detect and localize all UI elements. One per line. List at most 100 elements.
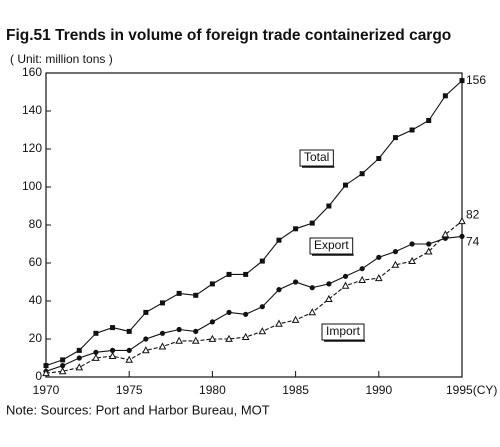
- data-point: [259, 258, 265, 264]
- x-tick-label: 1990: [365, 383, 392, 397]
- data-point: [225, 334, 233, 342]
- y-tick-label: 20: [29, 331, 43, 345]
- data-point: [209, 281, 215, 287]
- data-point: [176, 290, 182, 296]
- data-point: [58, 367, 67, 375]
- data-point: [358, 275, 366, 283]
- data-point: [60, 357, 66, 363]
- data-point: [326, 281, 332, 287]
- data-point: [158, 342, 167, 350]
- data-point: [343, 182, 349, 188]
- data-point: [175, 336, 183, 344]
- data-point: [193, 328, 199, 334]
- data-point: [459, 78, 465, 84]
- series-label: Export: [314, 238, 349, 252]
- data-point: [325, 294, 333, 302]
- data-point: [176, 326, 182, 333]
- y-tick-label: 100: [22, 179, 42, 193]
- data-point: [258, 327, 267, 335]
- series-line: [45, 80, 463, 367]
- data-point: [426, 241, 432, 247]
- data-point: [76, 355, 82, 361]
- data-point: [276, 287, 282, 293]
- data-point: [374, 273, 383, 282]
- data-point: [359, 266, 365, 272]
- y-tick-label: 120: [22, 141, 42, 155]
- unit-label: ( Unit: million tons ): [10, 52, 113, 66]
- data-point: [392, 135, 398, 141]
- data-point: [326, 203, 332, 209]
- data-point: [142, 346, 150, 354]
- data-point: [408, 256, 416, 264]
- data-point: [209, 319, 215, 325]
- data-point: [159, 300, 165, 306]
- end-value-label: 82: [466, 207, 480, 221]
- data-point: [392, 249, 399, 255]
- series-label-box: [321, 323, 365, 341]
- data-point: [76, 347, 82, 353]
- data-point: [359, 171, 365, 177]
- y-tick-label: 0: [35, 369, 42, 383]
- x-tick-label: 1970: [33, 383, 60, 397]
- data-point: [226, 309, 232, 315]
- x-tick-label: 1985: [282, 383, 309, 397]
- data-point: [309, 285, 315, 291]
- data-point: [143, 336, 149, 342]
- plot-frame: [45, 72, 463, 378]
- data-point: [143, 309, 149, 315]
- data-point: [75, 363, 84, 371]
- data-point: [159, 330, 166, 336]
- data-point: [424, 247, 433, 255]
- data-point: [376, 254, 382, 260]
- data-point: [458, 216, 466, 225]
- data-point: [409, 241, 415, 247]
- data-point: [426, 118, 432, 123]
- data-point: [191, 336, 200, 344]
- data-point: [125, 355, 134, 363]
- y-tick-label: 60: [29, 255, 43, 269]
- series-label-box: [299, 149, 334, 167]
- data-point: [93, 330, 99, 336]
- y-tick-label: 140: [22, 103, 42, 117]
- data-point: [291, 315, 300, 323]
- data-point: [243, 271, 249, 277]
- data-point: [93, 349, 99, 355]
- data-point: [442, 93, 448, 99]
- data-point: [109, 347, 116, 353]
- data-point: [276, 237, 282, 243]
- series-label: Import: [326, 324, 361, 338]
- x-tick-label: 1980: [199, 383, 226, 397]
- data-point: [226, 271, 232, 277]
- data-point: [60, 363, 66, 369]
- data-point: [293, 226, 299, 232]
- data-point: [110, 325, 116, 331]
- data-point: [208, 334, 217, 342]
- series-label: Total: [304, 150, 329, 164]
- data-point: [126, 328, 132, 334]
- data-point: [275, 319, 283, 327]
- series-label-box: [309, 237, 354, 255]
- data-point: [243, 311, 249, 317]
- x-tick-label: 1975: [116, 383, 143, 397]
- data-point: [92, 353, 100, 361]
- data-point: [259, 304, 265, 310]
- end-value-label: 74: [466, 235, 480, 249]
- data-point: [241, 332, 250, 340]
- data-point: [459, 233, 465, 239]
- chart-title: Fig.51 Trends in volume of foreign trade…: [6, 27, 451, 44]
- data-point: [293, 279, 299, 285]
- end-value-label: 156: [466, 73, 486, 87]
- series-line: [45, 235, 463, 372]
- data-point: [409, 127, 415, 133]
- data-point: [309, 220, 315, 226]
- y-tick-label: 160: [22, 65, 42, 79]
- data-point: [43, 363, 49, 369]
- data-point: [376, 156, 382, 161]
- data-point: [308, 308, 317, 316]
- y-tick-label: 80: [29, 217, 43, 231]
- source-note: Note: Sources: Port and Harbor Bureau, M…: [6, 402, 270, 417]
- data-point: [126, 347, 132, 353]
- data-point: [108, 351, 117, 359]
- x-tick-label: 1995(CY): [446, 383, 497, 397]
